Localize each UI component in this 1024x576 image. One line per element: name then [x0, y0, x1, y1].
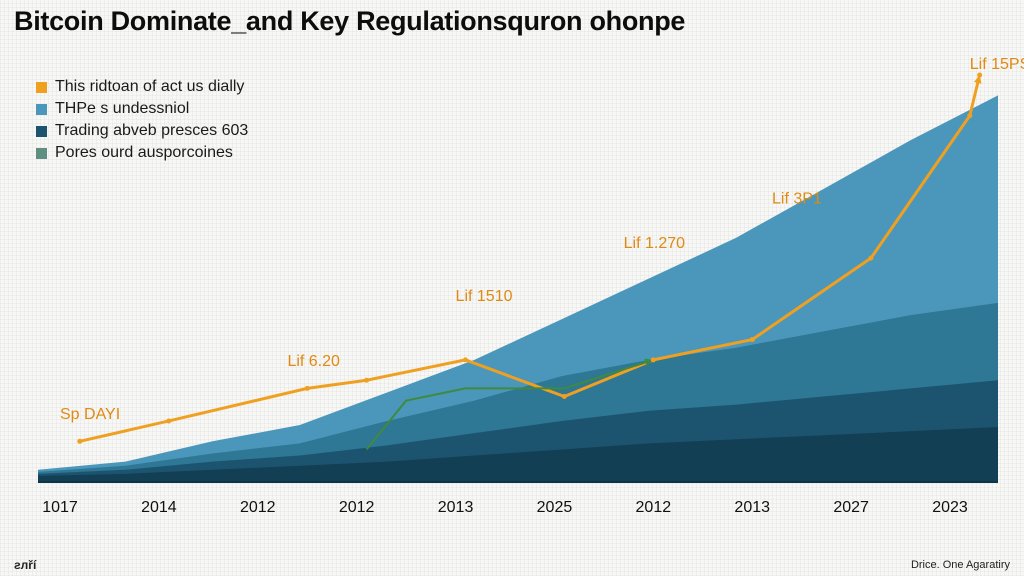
legend-item: Pores ourd ausporcoines: [36, 142, 248, 164]
legend-swatch: [36, 147, 47, 159]
legend-swatch: [36, 125, 47, 137]
legend-swatch: [36, 81, 47, 93]
x-tick-label: 2012: [636, 499, 672, 516]
data-point: [868, 255, 874, 261]
x-tick-label: 2013: [734, 499, 770, 516]
data-point: [561, 394, 567, 400]
data-annotation: Lif 3P1: [772, 190, 822, 207]
trend-line-green: [365, 358, 654, 451]
x-tick-label: 2014: [141, 499, 177, 516]
chart-title: Bitcoin Dominate_and Key Regulationsquro…: [14, 6, 686, 36]
legend: This ridtoan of act us dially THPe s und…: [36, 76, 248, 164]
legend-swatch: [36, 103, 47, 115]
data-point: [650, 357, 656, 363]
area-series-4: [38, 427, 998, 482]
data-point: [967, 113, 973, 119]
x-tick-label: 2023: [932, 499, 968, 516]
data-annotation: Lif 15PS 1: [970, 56, 1024, 73]
x-tick-label: 2027: [833, 499, 869, 516]
data-annotation: Sp DAYI: [60, 406, 120, 423]
legend-item: Trading abveb presces 603: [36, 120, 248, 142]
data-point: [749, 337, 755, 343]
data-annotation: Lif 6.20: [287, 353, 340, 370]
x-tick-label: 2012: [240, 499, 276, 516]
data-point: [364, 377, 370, 383]
data-point: [977, 72, 983, 78]
legend-label: THPe s undessniol: [55, 100, 190, 117]
legend-item: THPe s undessniol: [36, 98, 248, 120]
data-point: [77, 438, 83, 444]
data-annotation: Lif 1.270: [624, 235, 685, 252]
legend-label: Pores ourd ausporcoines: [55, 144, 233, 161]
x-tick-label: 2025: [537, 499, 573, 516]
data-point: [166, 418, 172, 424]
x-tick-label: 2013: [438, 499, 474, 516]
legend-label: This ridtoan of act us dially: [55, 78, 245, 95]
data-point: [462, 357, 468, 363]
x-tick-label: 2012: [339, 499, 375, 516]
x-tick-label: 1017: [42, 499, 78, 516]
source-note: Drice. One Agaratiry: [910, 559, 1010, 571]
logo: ƨлří: [14, 558, 37, 572]
data-annotation: Lif 1510: [456, 288, 513, 305]
data-point: [304, 385, 310, 391]
legend-item: This ridtoan of act us dially: [36, 76, 248, 98]
legend-label: Trading abveb presces 603: [55, 122, 249, 139]
